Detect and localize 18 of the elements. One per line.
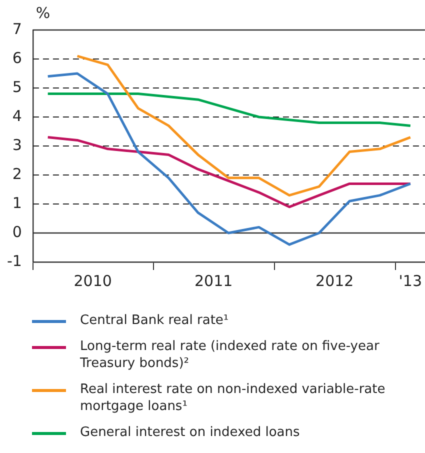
- y-tick-label: -1: [6, 252, 22, 270]
- legend-label: General interest on indexed loans: [80, 424, 301, 441]
- y-tick-label: 3: [12, 136, 22, 154]
- y-tick-label: 6: [12, 48, 22, 67]
- legend-label: Central Bank real rate¹: [80, 312, 230, 329]
- x-tick-label: 2012: [316, 272, 354, 290]
- x-tick-label: 2011: [194, 272, 233, 290]
- legend-label: Long-term real rate (indexed rate on five-year Treasury bonds)²: [80, 338, 380, 372]
- legend-label: Real interest rate on non-indexed variable-rate mortgage loans¹: [80, 381, 386, 415]
- y-tick-label: 1: [12, 194, 22, 212]
- y-tick-label: 4: [12, 106, 22, 125]
- x-tick-label: '13: [398, 272, 422, 290]
- y-tick-label: 2: [12, 164, 22, 183]
- y-tick-label: 7: [12, 20, 22, 38]
- y-tick-label: 0: [12, 222, 22, 241]
- y-axis-title: %: [36, 4, 50, 22]
- x-tick-label: 2010: [74, 272, 112, 290]
- y-tick-label: 5: [12, 78, 22, 96]
